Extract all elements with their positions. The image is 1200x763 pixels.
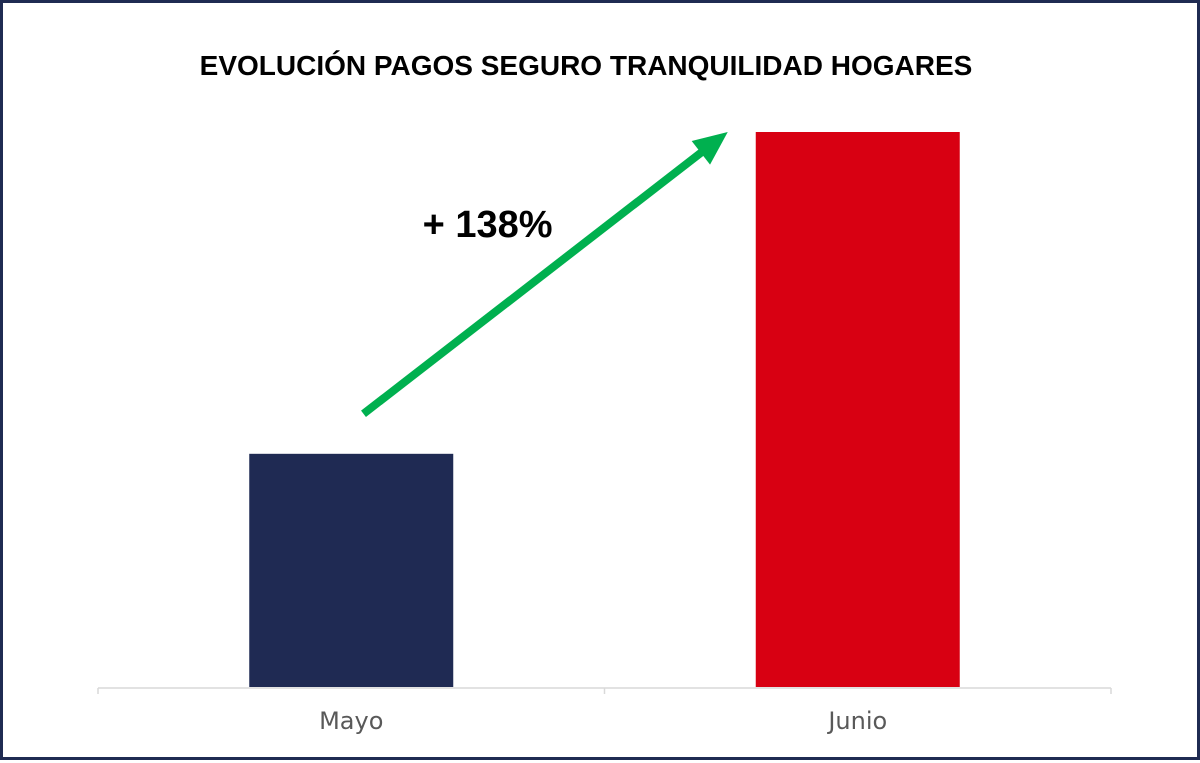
- x-tick-label-junio: Junio: [826, 707, 887, 735]
- x-axis: [97, 687, 1112, 694]
- x-tick-label-mayo: Mayo: [319, 707, 383, 735]
- growth-arrow-head: [691, 132, 728, 165]
- growth-percentage-label: + 138%: [423, 204, 553, 246]
- chart-title: EVOLUCIÓN PAGOS SEGURO TRANQUILIDAD HOGA…: [200, 50, 973, 81]
- growth-annotation: + 138%: [361, 132, 728, 417]
- bar-mayo: [249, 453, 454, 687]
- x-tick-labels: Mayo Junio: [319, 707, 887, 735]
- bar-chart: EVOLUCIÓN PAGOS SEGURO TRANQUILIDAD HOGA…: [97, 50, 1112, 735]
- growth-arrow-shaft: [361, 148, 705, 417]
- bar-junio: [755, 132, 960, 687]
- bars-group: [249, 132, 960, 687]
